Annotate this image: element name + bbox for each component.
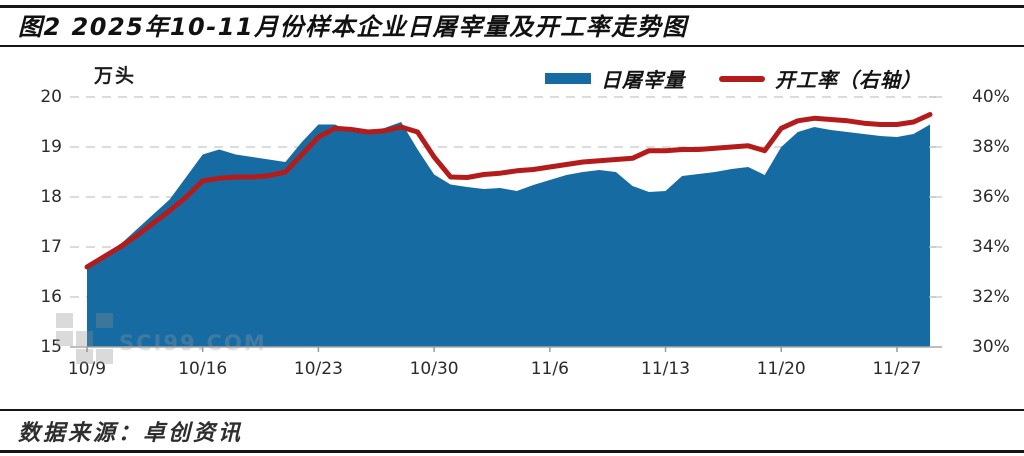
x-axis-label: 11/6 — [530, 359, 569, 379]
figure-title: 图2 2025年10-11月份样本企业日屠宰量及开工率走势图 — [18, 13, 688, 41]
x-axis-label: 10/30 — [409, 359, 459, 379]
chart-legend: 日屠宰量 开工率（右轴） — [545, 64, 922, 93]
x-axis-label: 11/27 — [872, 359, 922, 379]
chart-plot — [70, 96, 942, 352]
y-axis-left-label: 19 — [40, 137, 62, 157]
slaughter-area-series — [87, 122, 930, 347]
y-axis-left-label: 15 — [40, 337, 62, 357]
x-axis-label: 10/9 — [67, 359, 107, 379]
legend-item-operating-rate: 开工率（右轴） — [719, 64, 922, 93]
y-axis-right-label: 34% — [972, 237, 1010, 257]
y-axis-right-label: 38% — [972, 137, 1010, 157]
legend-swatch-slaughter-icon — [545, 73, 591, 84]
legend-label-operating-rate: 开工率（右轴） — [775, 68, 922, 92]
axes — [70, 96, 942, 352]
y-axis-right-label: 30% — [972, 337, 1010, 357]
x-axis-label: 10/16 — [178, 359, 228, 379]
figure-header: 图2 2025年10-11月份样本企业日屠宰量及开工率走势图 — [0, 8, 1024, 47]
y-axis-left-label: 17 — [40, 237, 62, 257]
x-axis-label: 10/23 — [293, 359, 343, 379]
y-axis-right-label: 40% — [972, 87, 1010, 107]
figure-card: 图2 2025年10-11月份样本企业日屠宰量及开工率走势图 万头 日屠宰量 开工… — [0, 5, 1024, 456]
data-source-text: 数据来源：卓创资讯 — [18, 420, 244, 446]
left-axis-unit-label: 万头 — [94, 65, 137, 87]
y-axis-left-label: 20 — [40, 87, 62, 107]
y-axis-right-label: 36% — [972, 187, 1010, 207]
y-axis-right-label: 32% — [972, 287, 1010, 307]
legend-item-slaughter: 日屠宰量 — [545, 64, 685, 93]
legend-label-slaughter: 日屠宰量 — [601, 68, 685, 92]
operating-rate-line-series — [84, 112, 933, 270]
x-axis-label: 11/20 — [756, 359, 806, 379]
y-axis-left-label: 16 — [40, 287, 62, 307]
figure-footer: 数据来源：卓创资讯 — [0, 409, 1024, 453]
legend-swatch-operating-rate-icon — [719, 75, 765, 82]
y-axis-left-label: 18 — [40, 187, 62, 207]
x-axis-label: 11/13 — [641, 359, 691, 379]
chart-container: 万头 日屠宰量 开工率（右轴） 20 19 18 17 16 15 40% 38% 36% 34%… — [0, 47, 1024, 409]
